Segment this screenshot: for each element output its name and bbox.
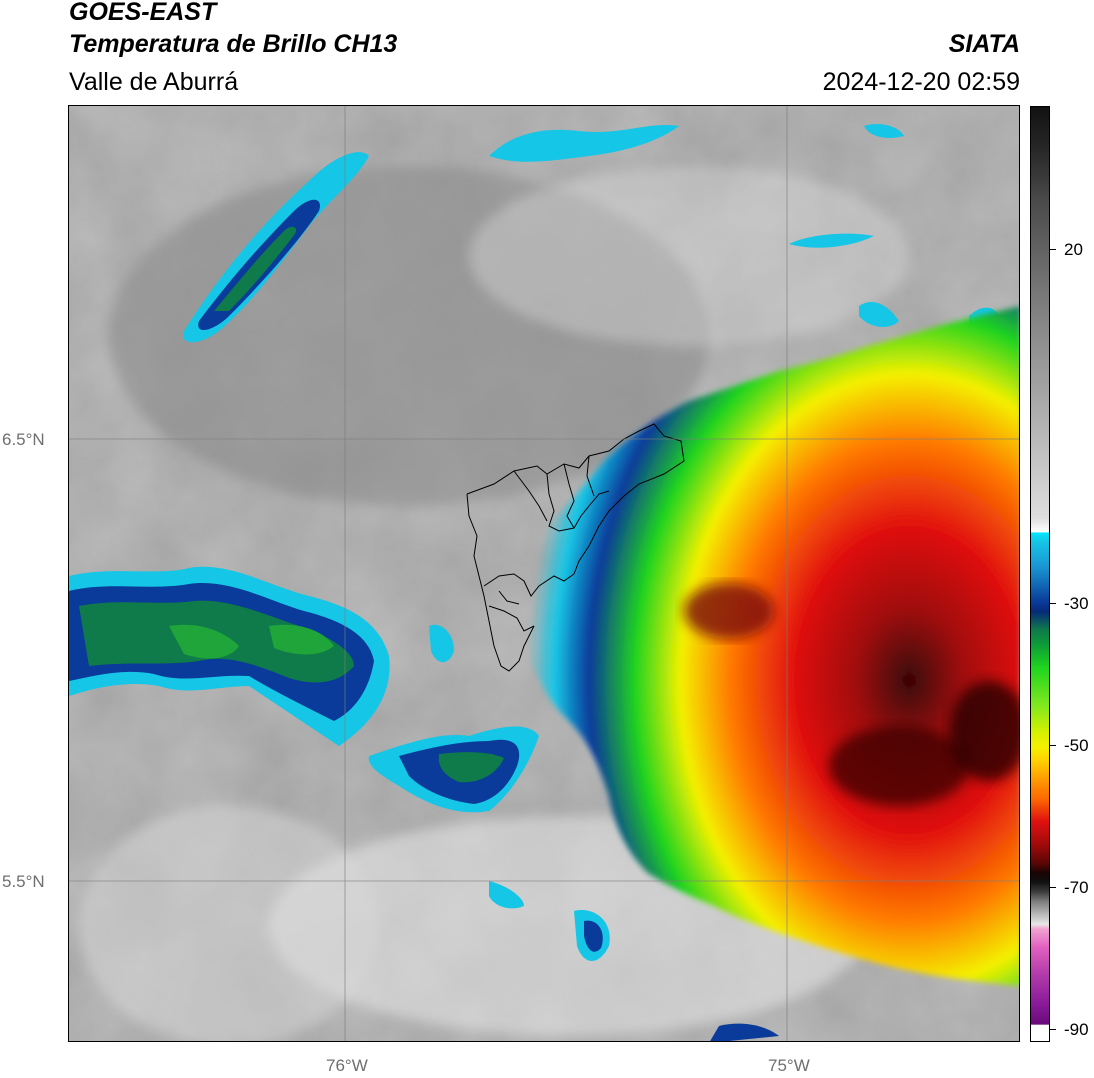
graticule <box>69 106 1019 1041</box>
cloud-patches <box>69 124 1000 1041</box>
colorbar-tick-minus70 <box>1050 887 1056 888</box>
colorbar-label-minus50: -50 <box>1064 736 1089 755</box>
subtitle: Valle de Aburrá <box>69 68 239 96</box>
lon-label-75w: 75°W <box>768 1056 810 1075</box>
colorbar-tick-minus50 <box>1050 745 1056 746</box>
storm-system <box>512 306 1019 986</box>
colorbar-label-minus30: -30 <box>1064 594 1089 613</box>
region-boundaries <box>466 423 685 672</box>
colorbar-tick-minus90 <box>1050 1029 1056 1030</box>
title-line1: GOES-EAST <box>69 0 217 26</box>
colorbar-label-20: 20 <box>1064 240 1083 259</box>
satellite-map[interactable] <box>68 105 1020 1042</box>
map-canvas <box>69 106 1019 1041</box>
title-line2: Temperatura de Brillo CH13 <box>69 30 398 58</box>
lon-label-76w: 76°W <box>326 1056 368 1075</box>
colorbar <box>1030 106 1050 1042</box>
colorbar-tick-minus30 <box>1050 603 1056 604</box>
org-label: SIATA <box>948 30 1020 58</box>
colorbar-label-minus90: -90 <box>1064 1020 1089 1039</box>
colorbar-label-minus70: -70 <box>1064 878 1089 897</box>
lat-label-5-5: 5.5°N <box>2 872 45 891</box>
timestamp: 2024-12-20 02:59 <box>822 68 1020 96</box>
colorbar-tick-20 <box>1050 249 1056 250</box>
lat-label-6-5: 6.5°N <box>2 430 45 449</box>
